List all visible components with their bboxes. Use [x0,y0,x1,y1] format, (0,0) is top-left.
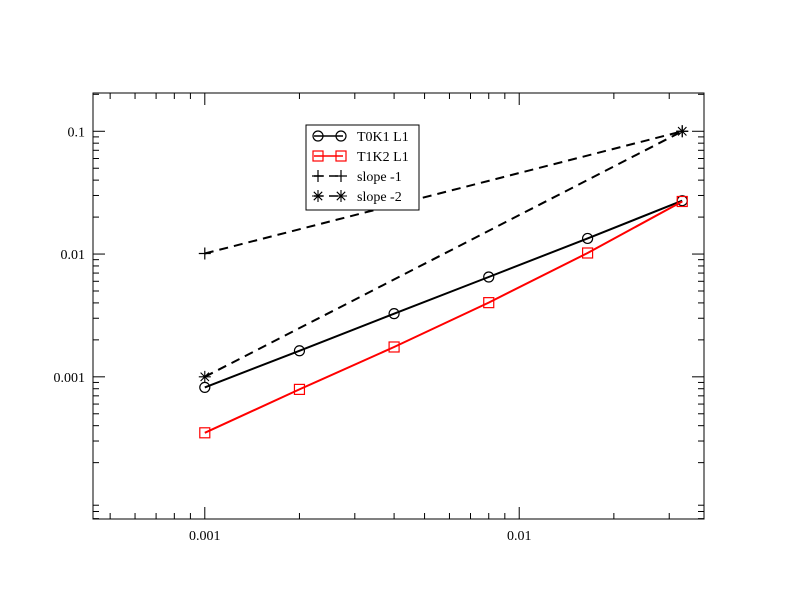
legend-label: slope -1 [357,170,402,185]
tick-labels: 0.001 0.01 0.001 0.01 0.1 [54,125,532,544]
data-point [198,247,211,260]
legend-marker [335,170,347,182]
y-tick-label: 0.001 [54,371,86,386]
data-point [293,345,306,357]
data-point [581,232,594,245]
data-point [198,370,211,383]
legend-marker [312,170,324,182]
data-point [676,195,688,208]
legend-box [305,124,420,211]
series-line [204,130,683,255]
data-point [199,427,211,439]
data-point [676,125,689,138]
data-point [483,271,495,283]
legend-marker [312,190,324,202]
y-tick-label: 0.1 [68,125,86,140]
series-4 [198,125,689,383]
legend-label: T0K1 L1 [357,130,409,145]
x-tick-label: 0.001 [189,529,221,544]
legend-label: T1K2 L1 [357,150,409,165]
minor-ticks [93,93,704,520]
legend-item: slope -1 [312,170,402,185]
legend-marker [335,190,347,202]
major-ticks [93,93,704,519]
y-tick-label: 0.01 [61,248,86,263]
legend-marker [335,130,347,142]
legend-label: slope -2 [357,190,402,205]
series-line [204,130,683,378]
series-1 [199,195,688,394]
series-3 [198,125,689,260]
data-point [581,247,594,259]
legend: T0K1 L1 T1K2 L1 slope -1 slope -2 [305,124,420,211]
series-2 [199,195,688,439]
x-tick-label: 0.01 [507,529,532,544]
data-point [293,383,306,395]
plot-frame [92,92,705,520]
series-line [204,200,683,434]
legend-item: T0K1 L1 [312,130,409,145]
data-point [388,308,400,320]
legend-marker [335,150,347,162]
data-point [483,297,495,309]
data-point [388,341,400,353]
series-layer [198,125,689,439]
legend-marker [312,130,324,142]
legend-item: T1K2 L1 [312,150,409,165]
legend-item: slope -2 [312,190,402,205]
series-line [204,199,683,389]
data-point [199,381,211,394]
legend-marker [312,150,324,162]
